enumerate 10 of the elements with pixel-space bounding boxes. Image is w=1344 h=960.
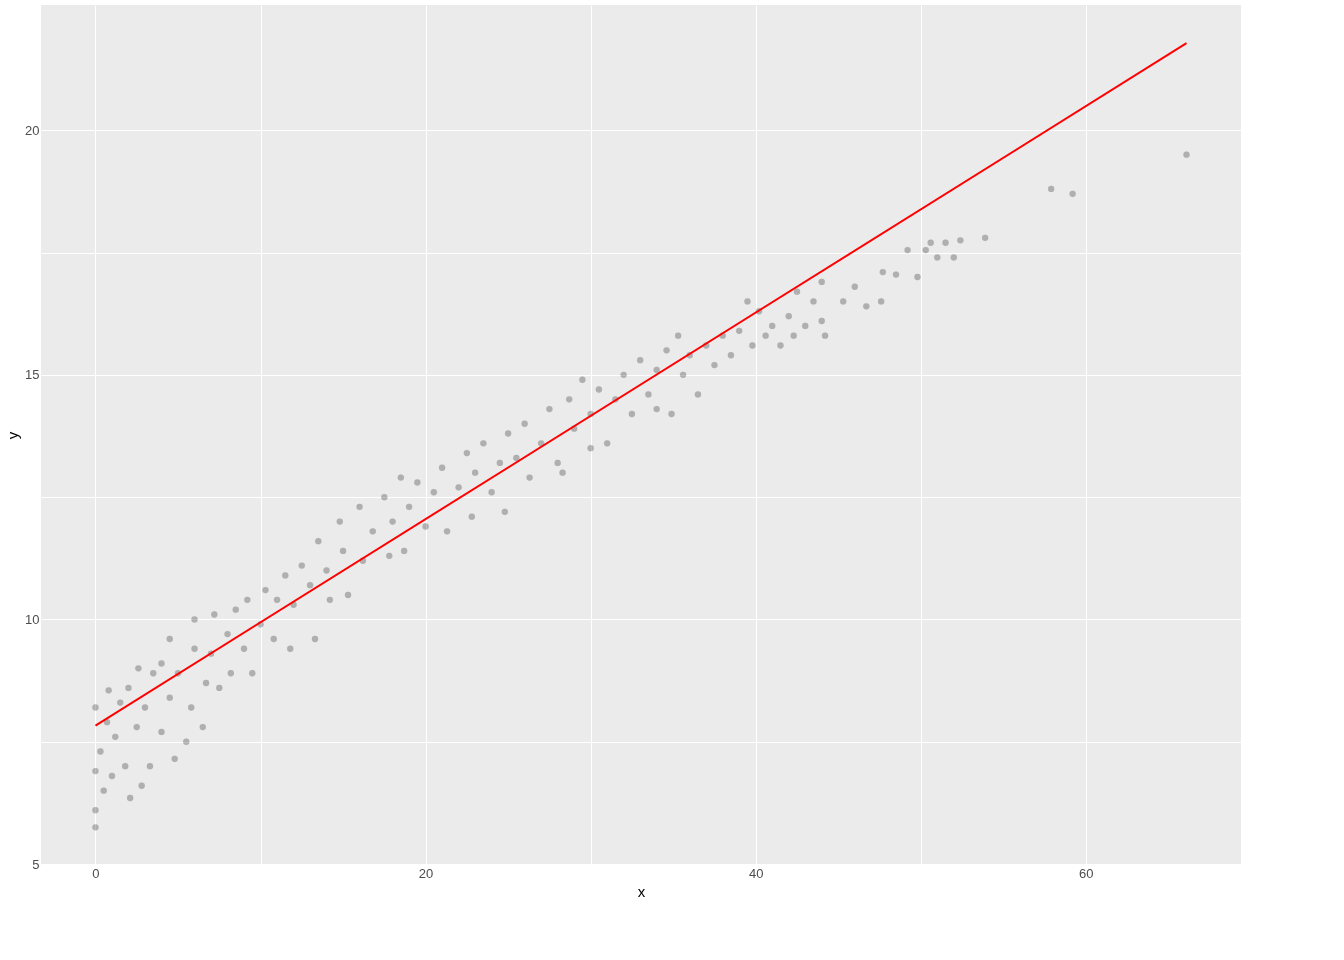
y-tick-label: 5 xyxy=(32,856,40,872)
y-axis-title: y xyxy=(4,431,22,440)
x-tick-label: 20 xyxy=(418,865,434,881)
x-tick-label: 40 xyxy=(748,865,764,881)
x-tick-label: 0 xyxy=(92,865,100,881)
x-tick-label: 60 xyxy=(1079,865,1094,881)
x-axis-title: x xyxy=(637,882,646,900)
y-tick-label: 10 xyxy=(25,611,40,627)
y-tick-label: 20 xyxy=(25,122,40,138)
y-tick-label: 15 xyxy=(25,367,40,383)
